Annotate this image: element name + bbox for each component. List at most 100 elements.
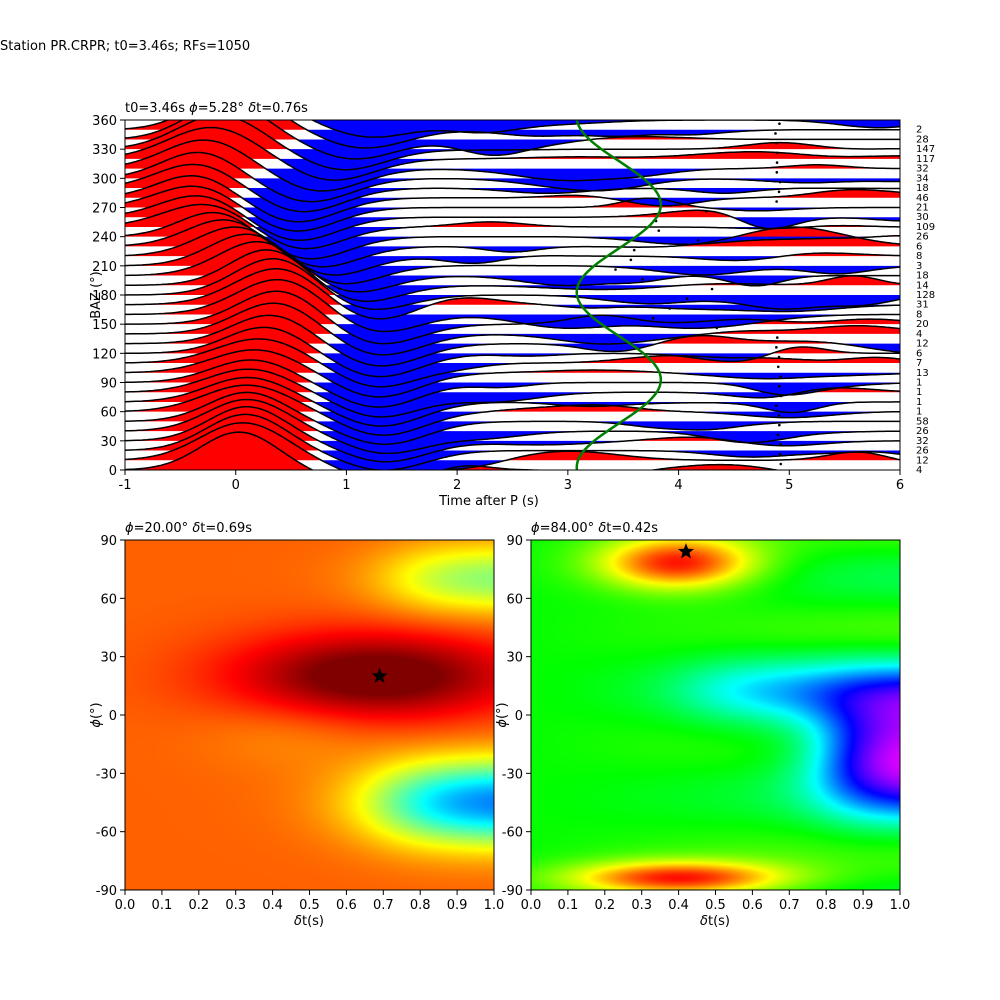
left-y-tick-label: -30 (96, 767, 117, 782)
rf-y-tick-label: 240 (92, 231, 117, 246)
rf-y-tick-label: 180 (92, 289, 117, 304)
right-x-axis-label: δt(s) (700, 914, 730, 929)
right-x-tick-label: 0.7 (779, 898, 800, 913)
right-y-tick-label: -60 (502, 826, 523, 841)
rf-marker (775, 200, 778, 203)
rf-count-label: 6 (916, 348, 922, 359)
rf-x-tick-label: -1 (119, 478, 132, 493)
rf-positive-fill (125, 268, 900, 305)
rf-count-label: 6 (916, 241, 922, 252)
rf-count-label: 3 (916, 261, 922, 272)
left-x-tick-label: 0.1 (152, 898, 173, 913)
rf-trace (125, 398, 900, 455)
rf-marker (641, 277, 644, 281)
rf-negative-fill (125, 304, 900, 319)
rf-trace (125, 195, 900, 242)
rf-marker (774, 132, 777, 135)
rf-marker (715, 326, 719, 330)
rf-count-label: 32 (916, 164, 929, 175)
rf-count-label: 31 (916, 300, 929, 311)
figure-suptitle: Station PR.CRPR; t0=3.46s; RFs=1050 (0, 39, 250, 54)
rf-y-tick-label: 210 (92, 260, 117, 275)
rf-count-label: 109 (916, 222, 935, 233)
rf-x-tick-label: 3 (564, 478, 572, 493)
right-x-tick-label: 0.5 (705, 898, 726, 913)
left-panel-title: ϕ=20.00° δt=0.69s (125, 521, 252, 536)
rf-negative-fill (125, 440, 900, 462)
rf-count-label: 26 (916, 232, 929, 243)
rf-y-tick-label: 30 (100, 435, 117, 450)
rf-trace (125, 163, 900, 213)
rf-y-tick-label: 120 (92, 347, 117, 362)
rf-marker (651, 316, 655, 320)
rf-marker (696, 239, 700, 242)
rf-count-label: 34 (916, 173, 929, 184)
rf-marker (778, 452, 782, 456)
rf-negative-fill (125, 295, 900, 310)
left-x-axis-label: δt(s) (294, 914, 324, 929)
rf-count-label: 8 (916, 309, 922, 320)
rf-negative-fill (125, 382, 900, 408)
rf-y-ticks: 0 30 60 90 120 150 180 210 240 270 300 330 360 (92, 114, 125, 479)
rf-negative-fill (125, 401, 900, 427)
rf-trace (125, 431, 781, 470)
rf-count-label: 26 (916, 446, 929, 457)
rf-count-label: 147 (916, 144, 935, 155)
right-x-tick-label: 1.0 (890, 898, 911, 913)
rf-y-tick-label: 360 (92, 114, 117, 129)
rf-count-label: 30 (916, 212, 929, 223)
rf-count-label: 12 (916, 339, 929, 350)
rf-count-label: 1 (916, 397, 922, 408)
left-y-tick-label: -90 (96, 884, 117, 899)
rf-trace (125, 338, 900, 388)
grid-search-panel-right: ϕ=84.00° δt=0.42s 0.0 0.1 0.2 0.3 0.4 0.5 0.6 0… (495, 521, 910, 929)
rf-count-label: 4 (916, 465, 922, 476)
left-best-fit-star-icon (371, 667, 388, 683)
right-x-ticks: 0.0 0.1 0.2 0.3 0.4 0.5 0.6 0.7 0.8 0.9 1.0 (521, 890, 911, 913)
right-y-tick-label: 0 (515, 709, 523, 724)
rf-y-tick-label: 150 (92, 318, 117, 333)
rf-trace (125, 175, 900, 223)
rf-trace (125, 139, 900, 192)
left-heatmap (125, 540, 494, 890)
left-y-ticks: -90 -60 -30 0 30 60 90 (96, 534, 125, 899)
rf-count-label: 14 (916, 280, 929, 291)
rf-marker (777, 190, 781, 194)
left-y-tick-label: 30 (100, 651, 117, 666)
rf-count-label: 1 (916, 387, 922, 398)
rf-trace (125, 120, 900, 171)
rf-marker (705, 209, 708, 213)
rf-positive-fill (125, 219, 900, 247)
rf-count-label: 58 (916, 416, 929, 427)
rf-marker (775, 161, 779, 164)
right-heatmap (531, 540, 900, 890)
left-y-axis-label: ϕ(°) (89, 702, 104, 727)
rf-marker (779, 443, 783, 446)
left-x-tick-label: 0.0 (115, 898, 136, 913)
rf-trace (125, 240, 900, 293)
rf-positive-fill (125, 303, 900, 334)
rf-count-label: 18 (916, 271, 929, 282)
rf-positive-fill (125, 279, 900, 315)
moveout-curve (575, 120, 663, 470)
rf-trace (125, 258, 900, 311)
rf-trace (125, 359, 900, 408)
rf-marker (668, 307, 671, 310)
rf-marker (778, 180, 782, 184)
rf-y-axis-label: BAZ (°) (89, 271, 104, 319)
rf-marker (710, 287, 714, 291)
left-x-tick-label: 0.8 (410, 898, 431, 913)
rf-y-tick-label: 270 (92, 202, 117, 217)
rf-marker (779, 394, 783, 398)
rf-trace (125, 422, 900, 470)
rf-count-label: 12 (916, 455, 929, 466)
rf-y-tick-label: 300 (92, 172, 117, 187)
right-y-tick-label: -90 (502, 884, 523, 899)
rf-count-label: 13 (916, 368, 929, 379)
rf-count-label: 117 (916, 154, 935, 165)
rf-negative-fill (125, 372, 900, 397)
rf-count-label: 18 (916, 183, 929, 194)
rf-trace (125, 349, 900, 398)
rf-trace (125, 211, 900, 260)
